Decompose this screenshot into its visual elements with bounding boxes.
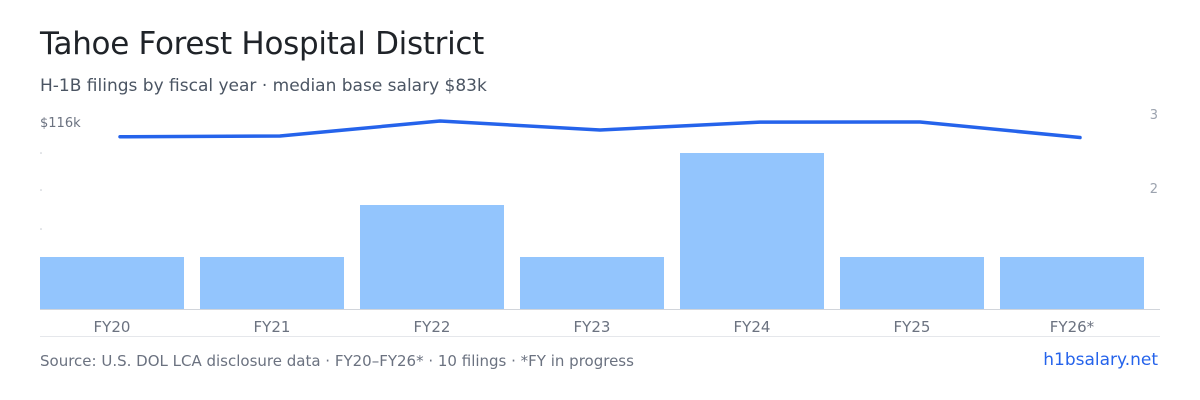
x-tick-label: FY20 xyxy=(94,318,131,336)
bar-fy26-partial xyxy=(1000,257,1144,309)
bar-fy24 xyxy=(680,153,824,309)
source-note: Source: U.S. DOL LCA disclosure data · F… xyxy=(40,352,634,370)
left-axis-tick-label: $116k xyxy=(40,116,81,131)
right-axis-tick-label: 2 xyxy=(1150,182,1158,197)
brand-link[interactable]: h1bsalary.net xyxy=(1043,350,1158,370)
salary-line xyxy=(118,119,1082,140)
x-tick-label: FY25 xyxy=(894,318,931,336)
x-tick-label: FY26* xyxy=(1050,318,1095,336)
x-tick-label: FY21 xyxy=(254,318,291,336)
x-tick-label: FY23 xyxy=(574,318,611,336)
right-axis-tick-label: 3 xyxy=(1150,108,1158,123)
bar-fy21 xyxy=(200,257,344,309)
x-tick-label: FY22 xyxy=(414,318,451,336)
chart-subtitle: H-1B filings by fiscal year · median bas… xyxy=(40,76,487,96)
chart-title: Tahoe Forest Hospital District xyxy=(40,26,485,62)
x-tick-label: FY24 xyxy=(734,318,771,336)
left-axis-tick-mark xyxy=(40,189,42,191)
left-axis-tick-mark xyxy=(40,228,42,230)
bar-fy22 xyxy=(360,205,504,309)
bar-fy25 xyxy=(840,257,984,309)
bar-fy23 xyxy=(520,257,664,309)
bar-fy20 xyxy=(40,257,184,309)
left-axis-tick-mark xyxy=(40,152,42,154)
